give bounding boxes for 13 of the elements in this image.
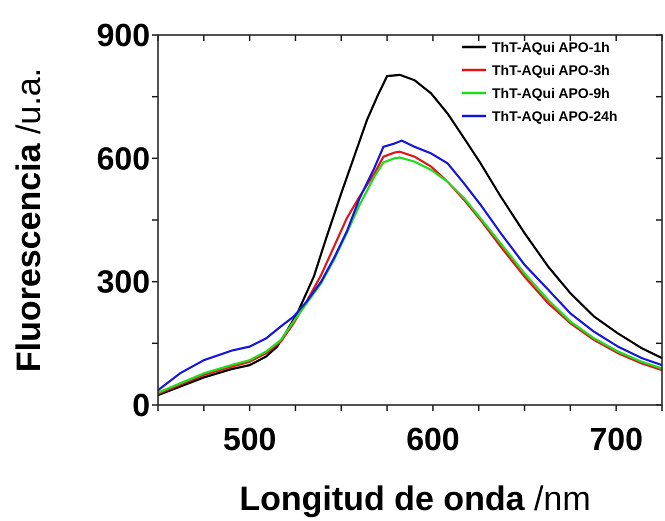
x-tick-label: 500 (222, 421, 276, 457)
legend-label: ThT-AQui APO-1h (492, 39, 610, 55)
legend-label: ThT-AQui APO-9h (492, 85, 610, 101)
y-tick-label: 600 (96, 140, 150, 176)
y-axis-title: Fluorescencia /u.a. (10, 68, 48, 372)
y-tick-label: 900 (96, 17, 150, 53)
legend-label: ThT-AQui APO-3h (492, 62, 610, 78)
y-tick-label: 0 (132, 387, 150, 423)
x-tick-label: 600 (406, 421, 460, 457)
x-tick-label: 700 (589, 421, 643, 457)
x-axis-title: Longitud de onda /nm (239, 480, 591, 518)
legend-label: ThT-AQui APO-24h (492, 108, 618, 124)
y-tick-label: 300 (96, 264, 150, 300)
